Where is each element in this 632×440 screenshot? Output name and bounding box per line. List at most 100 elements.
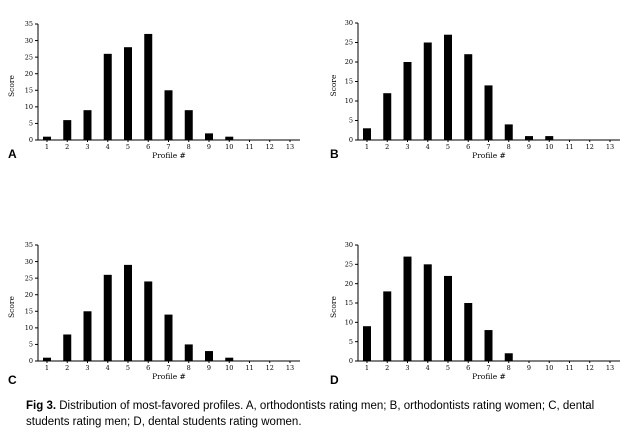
chart-0-x-tick-label: 11 xyxy=(245,143,253,151)
chart-0-bar xyxy=(184,110,193,140)
chart-3-x-tick-label: 4 xyxy=(426,364,430,372)
chart-2-bar xyxy=(124,264,132,361)
chart-2-x-tick-label: 5 xyxy=(126,364,130,372)
chart-2-y-tick-label: 30 xyxy=(25,258,33,266)
chart-2-y-tick-label: 5 xyxy=(29,341,33,349)
chart-1-x-tick-label: 2 xyxy=(385,143,389,151)
chart-3-bar xyxy=(423,264,432,361)
chart-3-x-tick-label: 10 xyxy=(545,364,553,372)
chart-3-y-tick-label: 15 xyxy=(345,299,353,307)
chart-1-bar xyxy=(423,42,432,140)
chart-1-x-tick-label: 11 xyxy=(565,143,573,151)
chart-2-y-tick-label: 10 xyxy=(25,324,33,332)
chart-0-x-tick-label: 8 xyxy=(187,143,191,151)
chart-3-x-tick-label: 8 xyxy=(507,364,511,372)
figure-caption: Fig 3. Distribution of most-favored prof… xyxy=(26,398,616,430)
chart-1-y-tick-label: 15 xyxy=(345,78,353,86)
chart-3-bar xyxy=(484,330,493,361)
chart-0-x-tick-label: 9 xyxy=(207,143,211,151)
chart-3-x-tick-label: 9 xyxy=(527,364,531,372)
chart-3-x-tick-label: 13 xyxy=(606,364,614,372)
chart-2-x-tick-label: 6 xyxy=(146,364,150,372)
chart-3-y-label: Score xyxy=(329,296,338,318)
chart-3-y-tick-label: 10 xyxy=(345,319,353,327)
chart-3-y-tick-label: 20 xyxy=(345,280,353,288)
chart-1-bar xyxy=(363,128,371,140)
chart-3-x-tick-label: 5 xyxy=(446,364,450,372)
chart-1-x-tick-label: 8 xyxy=(507,143,511,151)
chart-3-bar xyxy=(383,291,392,361)
chart-0-x-tick-label: 1 xyxy=(45,143,49,151)
chart-3-bar xyxy=(444,275,452,361)
chart-2-bar xyxy=(225,357,234,361)
chart-0-y-tick-label: 5 xyxy=(29,120,33,128)
chart-0-y-tick-label: 15 xyxy=(25,86,33,94)
chart-1-x-tick-label: 5 xyxy=(446,143,450,151)
chart-0-x-tick-label: 3 xyxy=(85,143,89,151)
chart-1-x-tick-label: 9 xyxy=(527,143,531,151)
chart-3-bar xyxy=(464,303,473,361)
chart-2-y-tick-label: 20 xyxy=(25,291,33,299)
caption-prefix: Fig 3. xyxy=(26,400,57,412)
chart-0-bar xyxy=(43,136,51,140)
chart-3-x-tick-label: 12 xyxy=(586,364,594,372)
chart-0-bar xyxy=(164,90,173,140)
chart-0-bar xyxy=(225,136,234,140)
chart-1-y-tick-label: 5 xyxy=(349,117,353,125)
chart-2-y-tick-label: 15 xyxy=(25,307,33,315)
chart-3-bar xyxy=(504,353,513,361)
chart-2-x-tick-label: 10 xyxy=(225,364,233,372)
chart-1-y-tick-label: 0 xyxy=(349,136,353,144)
chart-0-bar xyxy=(205,133,213,140)
chart-0-x-label: Profile # xyxy=(152,151,186,160)
chart-1-bar xyxy=(383,93,392,140)
chart-3-x-tick-label: 6 xyxy=(466,364,470,372)
chart-0-x-tick-label: 5 xyxy=(126,143,130,151)
chart-2-panel-label: C xyxy=(8,373,17,387)
chart-0-x-tick-label: 12 xyxy=(266,143,274,151)
chart-2-x-tick-label: 11 xyxy=(245,364,253,372)
chart-1-bar xyxy=(504,124,513,140)
chart-2-x-tick-label: 9 xyxy=(207,364,211,372)
chart-2-bar xyxy=(164,314,173,361)
chart-0-bar xyxy=(124,47,132,141)
chart-3-y-tick-label: 0 xyxy=(349,357,353,365)
chart-3-y-tick-label: 25 xyxy=(345,261,353,269)
chart-2-x-tick-label: 3 xyxy=(85,364,89,372)
chart-1-bar xyxy=(403,62,412,140)
chart-2-bar xyxy=(43,357,51,361)
chart-2-bar xyxy=(83,311,92,361)
chart-3-y-tick-label: 30 xyxy=(345,241,353,249)
chart-1-x-tick-label: 1 xyxy=(365,143,369,151)
chart-1-x-tick-label: 7 xyxy=(486,143,490,151)
chart-3-x-label: Profile # xyxy=(472,372,506,381)
chart-1-bar xyxy=(444,34,452,141)
chart-2-y-tick-label: 25 xyxy=(25,274,33,282)
chart-2-y-tick-label: 35 xyxy=(25,241,33,249)
chart-1-bar xyxy=(484,85,493,140)
chart-0-x-tick-label: 7 xyxy=(166,143,170,151)
chart-0-x-tick-label: 10 xyxy=(225,143,233,151)
chart-2-y-label: Score xyxy=(7,296,16,318)
chart-3-x-tick-label: 11 xyxy=(565,364,573,372)
chart-1-y-tick-label: 30 xyxy=(345,19,353,27)
chart-1-x-tick-label: 12 xyxy=(586,143,594,151)
chart-0-y-label: Score xyxy=(7,75,16,97)
chart-0-y-tick-label: 0 xyxy=(29,136,33,144)
chart-2-x-tick-label: 1 xyxy=(45,364,49,372)
chart-3-x-tick-label: 2 xyxy=(385,364,389,372)
chart-0-bar xyxy=(103,53,112,141)
chart-3-bar xyxy=(403,256,412,361)
chart-1-y-tick-label: 20 xyxy=(345,58,353,66)
chart-1-x-label: Profile # xyxy=(472,151,506,160)
chart-2-x-tick-label: 12 xyxy=(266,364,274,372)
chart-1-x-tick-label: 13 xyxy=(606,143,614,151)
chart-1-y-tick-label: 25 xyxy=(345,39,353,47)
chart-1-bar xyxy=(525,136,533,140)
chart-2-bar xyxy=(184,344,193,361)
chart-0-x-tick-label: 6 xyxy=(146,143,150,151)
chart-2-x-tick-label: 2 xyxy=(65,364,69,372)
chart-2-bar xyxy=(144,281,153,361)
chart-1-x-tick-label: 4 xyxy=(426,143,430,151)
chart-0-y-tick-label: 25 xyxy=(25,53,33,61)
